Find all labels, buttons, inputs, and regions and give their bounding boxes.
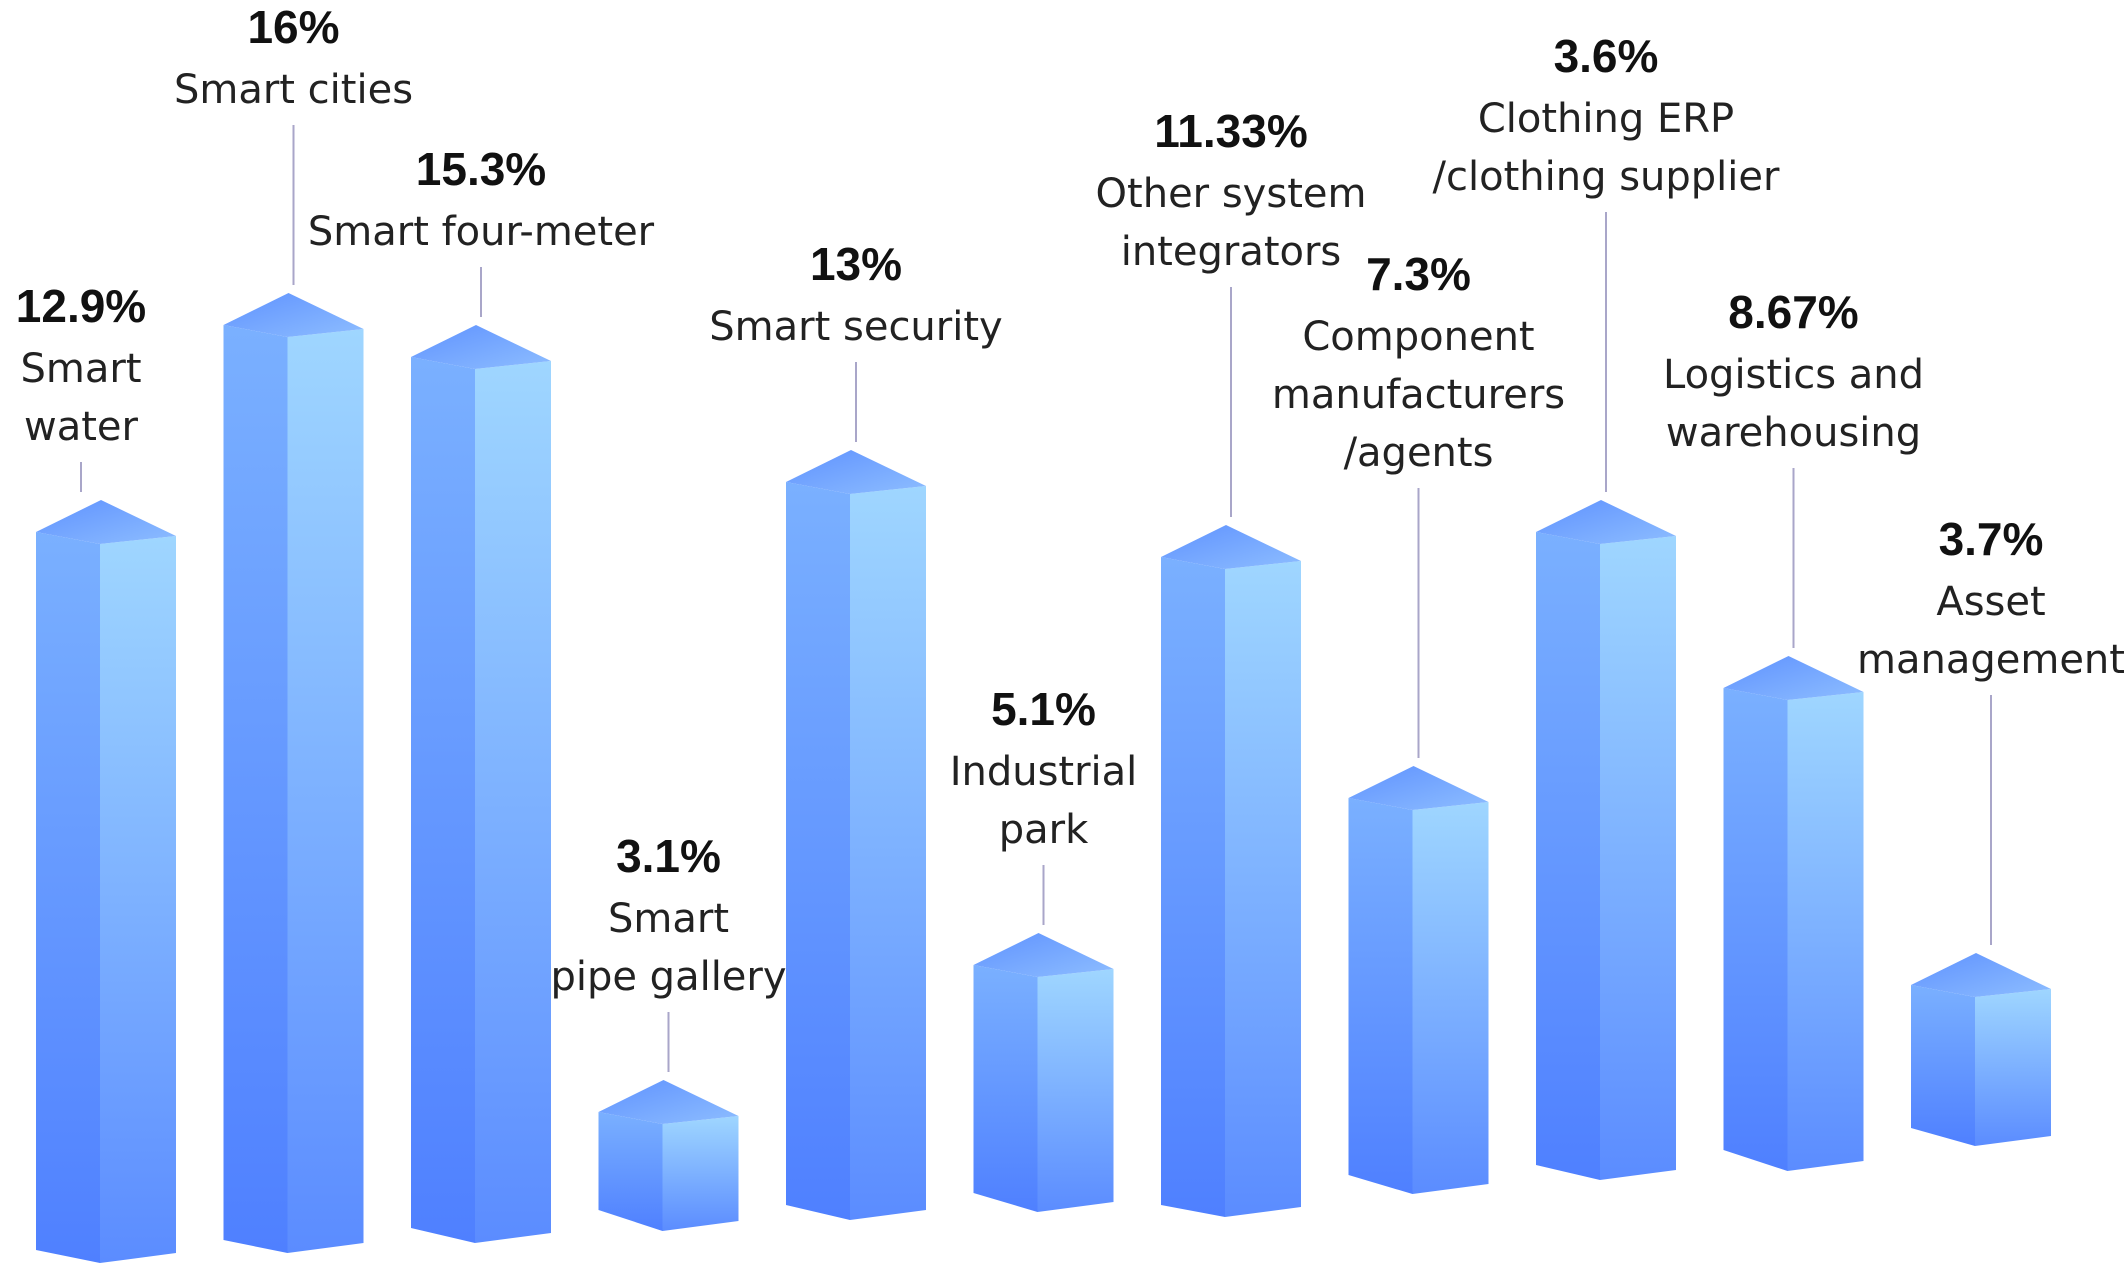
category-label: Clothing ERP [1478,96,1734,142]
bar-4 [598,1080,739,1231]
category-label: /clothing supplier [1433,154,1780,200]
bar-front-face [1911,985,1975,1146]
bar-cap [598,1080,739,1124]
category-label: Smart [608,896,729,942]
bar-front-face [1161,557,1225,1217]
category-label: Asset [1936,579,2045,625]
value-label: 3.1% [616,830,721,882]
bar-3 [411,325,551,1243]
value-label: 5.1% [991,683,1096,735]
category-label: water [24,404,139,450]
bar-side-face [475,361,551,1243]
bar-cap [786,450,926,494]
category-label: Industrial [950,749,1138,795]
category-label: Component [1302,314,1534,360]
category-label: Smart four-meter [308,209,655,255]
bar-side-face [1412,802,1489,1194]
value-label: 12.9% [16,280,146,332]
bar-front-face [223,325,288,1253]
bar-10 [1723,656,1864,1171]
bar-side-face [1787,692,1864,1171]
bar-front-face [1536,532,1600,1180]
bar-cap [973,933,1114,977]
labels-layer: Smart water 12.9% Smart cities 16% Smart four… [16,1,2125,1072]
bar-front-face [598,1112,663,1231]
bar-front-face [1348,798,1413,1194]
bar-cap [411,325,551,369]
value-label: 15.3% [416,143,546,195]
bar-5 [786,450,926,1220]
value-label: 16% [247,1,339,53]
bar-front-face [786,482,850,1220]
bar-cap [223,293,364,337]
bar-1 [36,500,176,1263]
category-label: management [1857,637,2125,683]
value-label: 13% [810,238,902,290]
bar-cap [1161,525,1301,569]
bar-front-face [36,532,100,1263]
bar-front-face [973,965,1038,1212]
bar-8 [1348,766,1489,1194]
bar-side-face [1225,561,1301,1217]
bar-side-face [662,1116,739,1231]
bar-side-face [1037,969,1114,1212]
bar-cap [36,500,176,544]
bars-layer [36,293,2051,1263]
value-label: 7.3% [1366,248,1471,300]
category-label: warehousing [1666,410,1921,456]
bar-front-face [411,357,475,1243]
bar-cap [1348,766,1489,810]
category-label: manufacturers [1272,372,1565,418]
category-label: pipe gallery [550,954,786,1000]
category-label: park [999,807,1089,853]
bar-front-face [1723,688,1788,1171]
category-label: Smart cities [174,67,413,113]
bar-cap [1536,500,1676,544]
bar-cap [1911,953,2051,997]
bar-side-face [1975,989,2051,1146]
bar-side-face [287,329,364,1253]
bar-6 [973,933,1114,1212]
bar-2 [223,293,364,1253]
value-label: 8.67% [1728,286,1858,338]
category-label: integrators [1121,229,1342,275]
category-label: Other system [1096,171,1367,217]
category-label: /agents [1344,430,1494,476]
bar-side-face [1600,536,1676,1180]
category-label: Smart [21,346,142,392]
bar-side-face [850,486,926,1220]
category-label: Logistics and [1663,352,1924,398]
bar-7 [1161,525,1301,1217]
value-label: 3.7% [1939,513,2044,565]
value-label: 3.6% [1554,30,1659,82]
category-label: Smart security [709,304,1002,350]
bar-side-face [100,536,176,1263]
bar-9 [1536,500,1676,1180]
bar-11 [1911,953,2051,1146]
value-label: 11.33% [1154,105,1307,157]
bar-cap [1723,656,1864,700]
